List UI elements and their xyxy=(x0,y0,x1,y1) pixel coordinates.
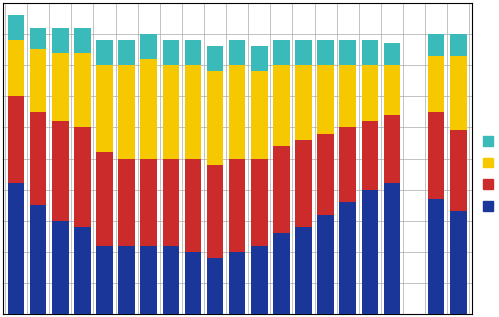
Bar xyxy=(163,65,179,158)
Bar xyxy=(317,133,334,215)
Bar xyxy=(30,112,46,205)
Bar xyxy=(295,65,312,140)
Bar xyxy=(74,227,91,314)
Bar xyxy=(52,28,68,53)
Bar xyxy=(428,199,445,314)
Bar xyxy=(163,246,179,314)
Bar xyxy=(96,152,113,246)
Bar xyxy=(428,56,445,112)
Bar xyxy=(8,40,24,96)
Bar xyxy=(30,205,46,314)
Bar xyxy=(52,53,68,121)
Bar xyxy=(207,258,224,314)
Bar xyxy=(30,49,46,112)
Bar xyxy=(185,158,201,252)
Bar xyxy=(339,202,356,314)
Bar xyxy=(428,34,445,56)
Bar xyxy=(163,158,179,246)
Bar xyxy=(96,40,113,65)
Bar xyxy=(229,158,246,252)
Bar xyxy=(384,43,400,65)
Bar xyxy=(295,40,312,65)
Bar xyxy=(361,121,378,190)
Bar xyxy=(251,46,267,71)
Bar xyxy=(384,115,400,184)
Bar xyxy=(229,252,246,314)
Bar xyxy=(140,246,157,314)
Bar xyxy=(185,65,201,158)
Bar xyxy=(8,96,24,184)
Bar xyxy=(339,65,356,127)
Bar xyxy=(96,246,113,314)
Bar xyxy=(185,40,201,65)
Bar xyxy=(317,65,334,133)
Bar xyxy=(118,65,135,158)
Bar xyxy=(450,34,467,56)
Bar xyxy=(96,65,113,152)
Bar xyxy=(273,40,289,65)
Bar xyxy=(450,131,467,211)
Bar xyxy=(74,127,91,227)
Bar xyxy=(361,40,378,65)
Bar xyxy=(251,246,267,314)
Legend: , , , : , , , xyxy=(483,135,497,214)
Bar xyxy=(52,221,68,314)
Bar xyxy=(185,252,201,314)
Bar xyxy=(428,112,445,199)
Bar xyxy=(273,233,289,314)
Bar xyxy=(384,184,400,314)
Bar xyxy=(273,146,289,233)
Bar xyxy=(251,158,267,246)
Bar xyxy=(118,40,135,65)
Bar xyxy=(317,40,334,65)
Bar xyxy=(384,65,400,115)
Bar xyxy=(140,34,157,59)
Bar xyxy=(140,158,157,246)
Bar xyxy=(339,40,356,65)
Bar xyxy=(52,121,68,221)
Bar xyxy=(118,158,135,246)
Bar xyxy=(295,140,312,227)
Bar xyxy=(339,127,356,202)
Bar xyxy=(317,215,334,314)
Bar xyxy=(163,40,179,65)
Bar xyxy=(207,71,224,165)
Bar xyxy=(361,190,378,314)
Bar xyxy=(361,65,378,121)
Bar xyxy=(295,227,312,314)
Bar xyxy=(8,184,24,314)
Bar xyxy=(118,246,135,314)
Bar xyxy=(140,59,157,158)
Bar xyxy=(74,53,91,127)
Bar xyxy=(74,28,91,53)
Bar xyxy=(207,46,224,71)
Bar xyxy=(450,211,467,314)
Bar xyxy=(30,28,46,49)
Bar xyxy=(273,65,289,146)
Bar xyxy=(207,165,224,258)
Bar xyxy=(229,40,246,65)
Bar xyxy=(8,15,24,40)
Bar xyxy=(229,65,246,158)
Bar xyxy=(251,71,267,158)
Bar xyxy=(450,56,467,131)
